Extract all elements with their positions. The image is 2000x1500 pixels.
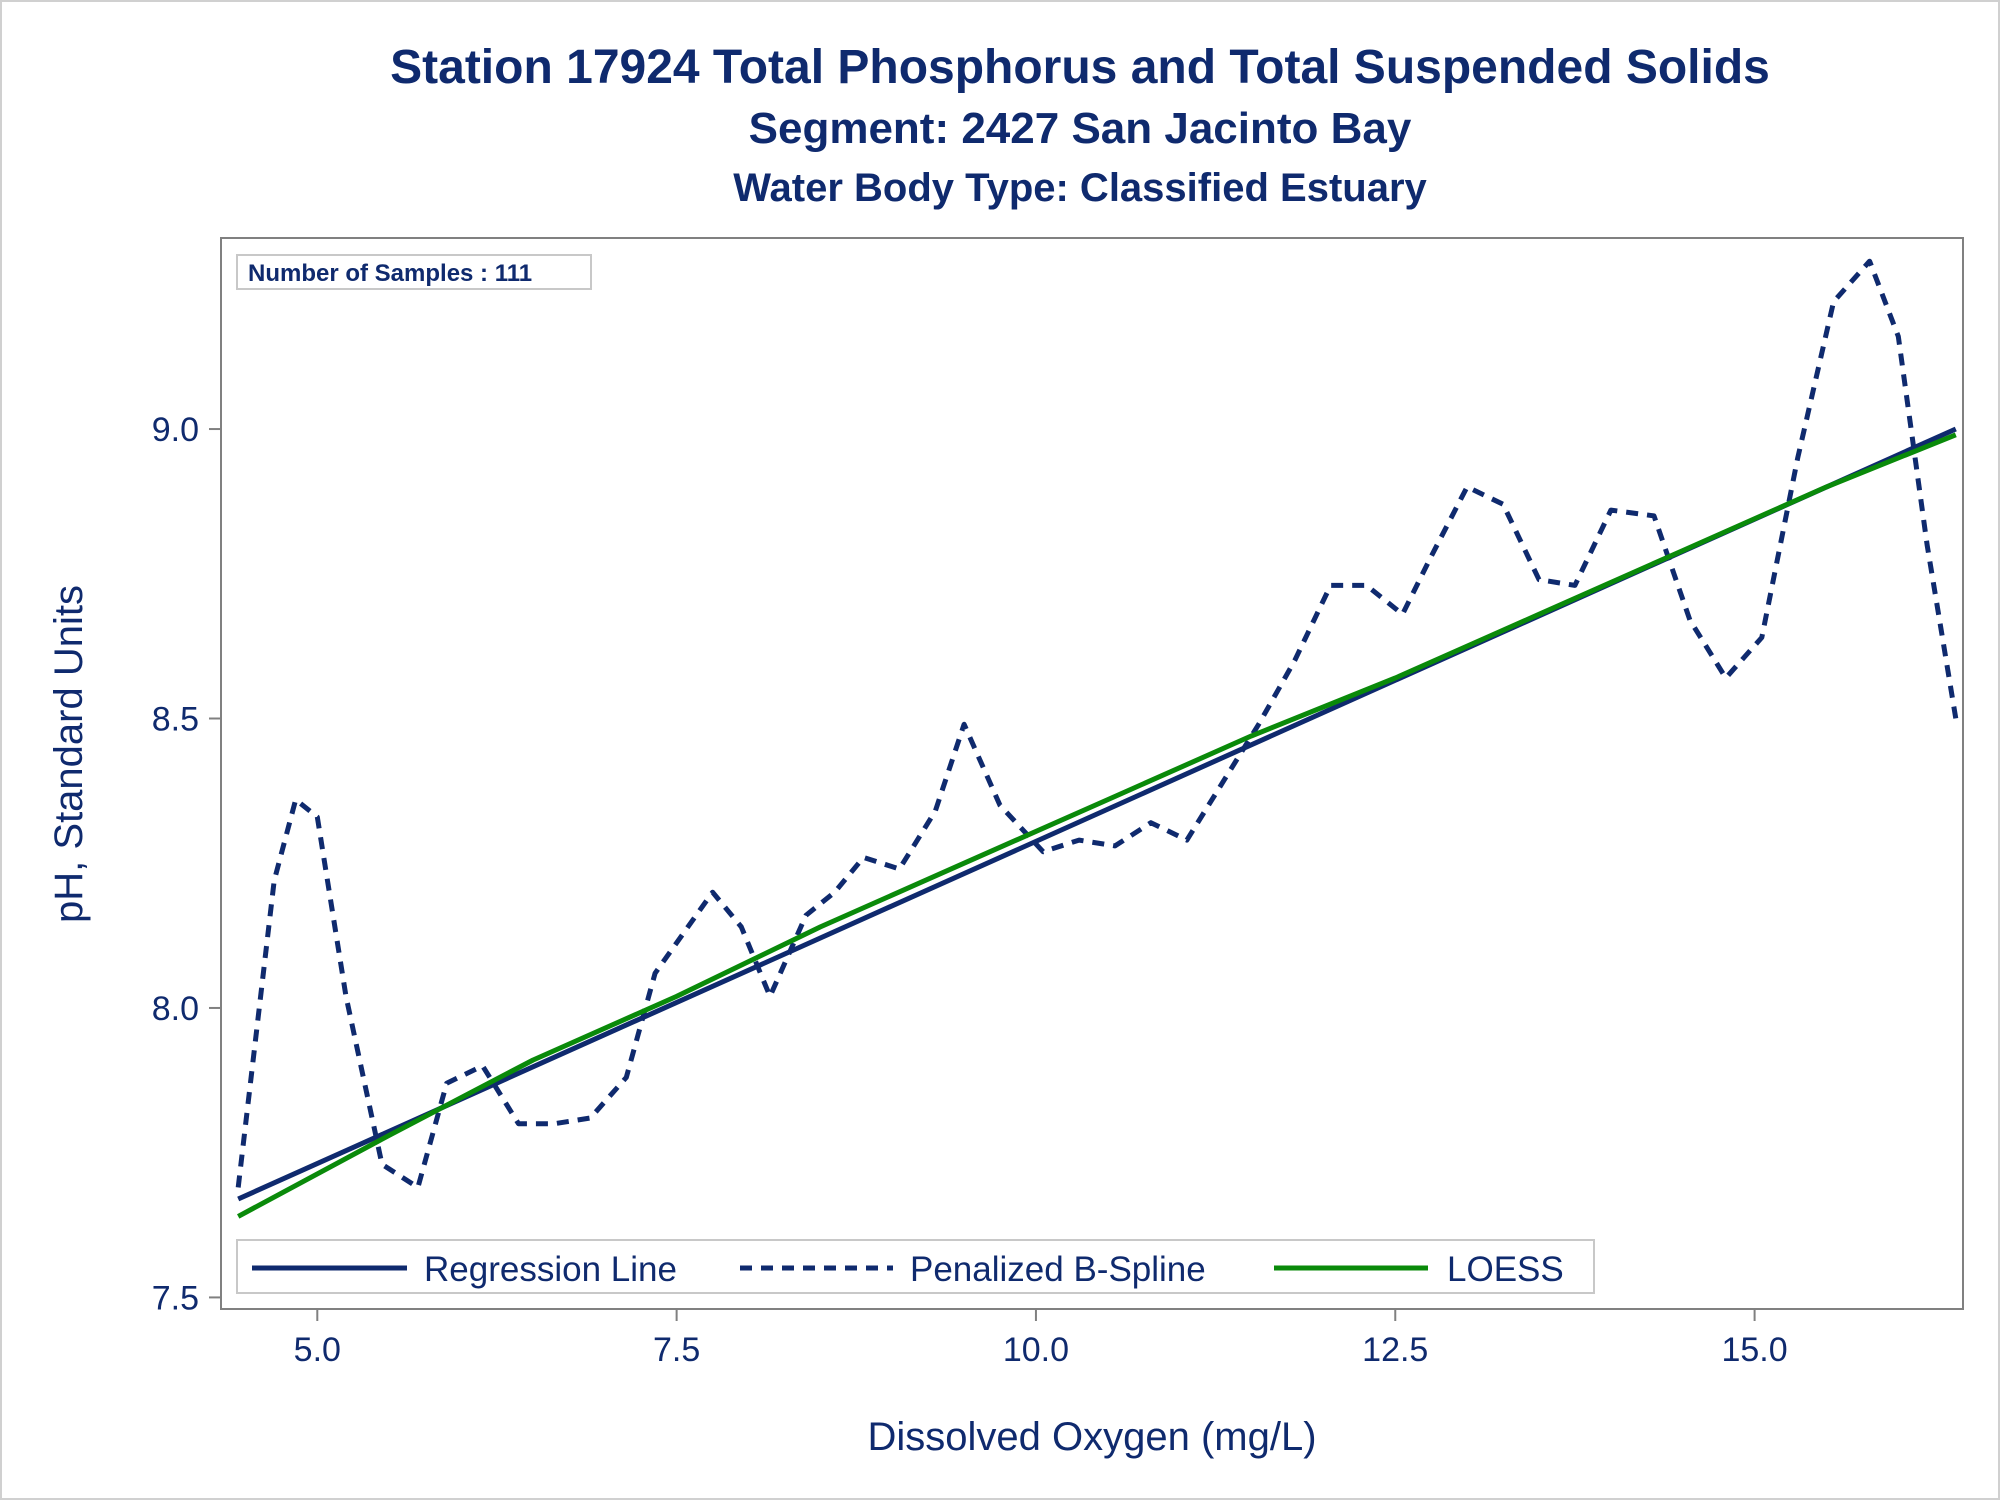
- series-layer: [235, 258, 1959, 1219]
- x-tick-label: 7.5: [653, 1331, 700, 1369]
- x-axis: 5.0 7.5 10.0 12.5 15.0: [294, 1309, 1788, 1369]
- legend-label-loess: LOESS: [1447, 1250, 1564, 1289]
- y-tick-label: 8.5: [152, 701, 199, 739]
- legend-label-spline: Penalized B-Spline: [910, 1250, 1206, 1289]
- x-tick-label: 10.0: [1003, 1331, 1069, 1369]
- plot-area: [220, 237, 1964, 1310]
- series-loess: [237, 432, 1957, 1219]
- x-tick-label: 12.5: [1362, 1331, 1428, 1369]
- x-tick-label: 15.0: [1721, 1331, 1787, 1369]
- y-axis: 7.5 8.0 8.5 9.0: [152, 411, 221, 1317]
- y-tick-label: 9.0: [152, 411, 199, 449]
- x-axis-label: Dissolved Oxygen (mg/L): [867, 1415, 1316, 1459]
- sample-count-inset: Number of Samples : 111: [236, 254, 592, 290]
- chart-subtitle-segment: Segment: 2427 San Jacinto Bay: [748, 104, 1412, 153]
- legend: Regression Line Penalized B-Spline LOESS: [236, 1239, 1595, 1294]
- y-tick-label: 8.0: [152, 990, 199, 1028]
- x-tick-label: 5.0: [294, 1331, 341, 1369]
- y-axis-label: pH, Standard Units: [47, 585, 91, 923]
- chart-title: Station 17924 Total Phosphorus and Total…: [390, 41, 1770, 94]
- legend-label-regression: Regression Line: [424, 1250, 677, 1289]
- y-tick-label: 7.5: [152, 1279, 199, 1317]
- inset-text: Number of Samples : 111: [248, 260, 532, 287]
- series-penalized-b-spline: [235, 258, 1959, 1190]
- chart-subtitle-water-body: Water Body Type: Classified Estuary: [733, 166, 1427, 210]
- inset-box: [236, 254, 592, 290]
